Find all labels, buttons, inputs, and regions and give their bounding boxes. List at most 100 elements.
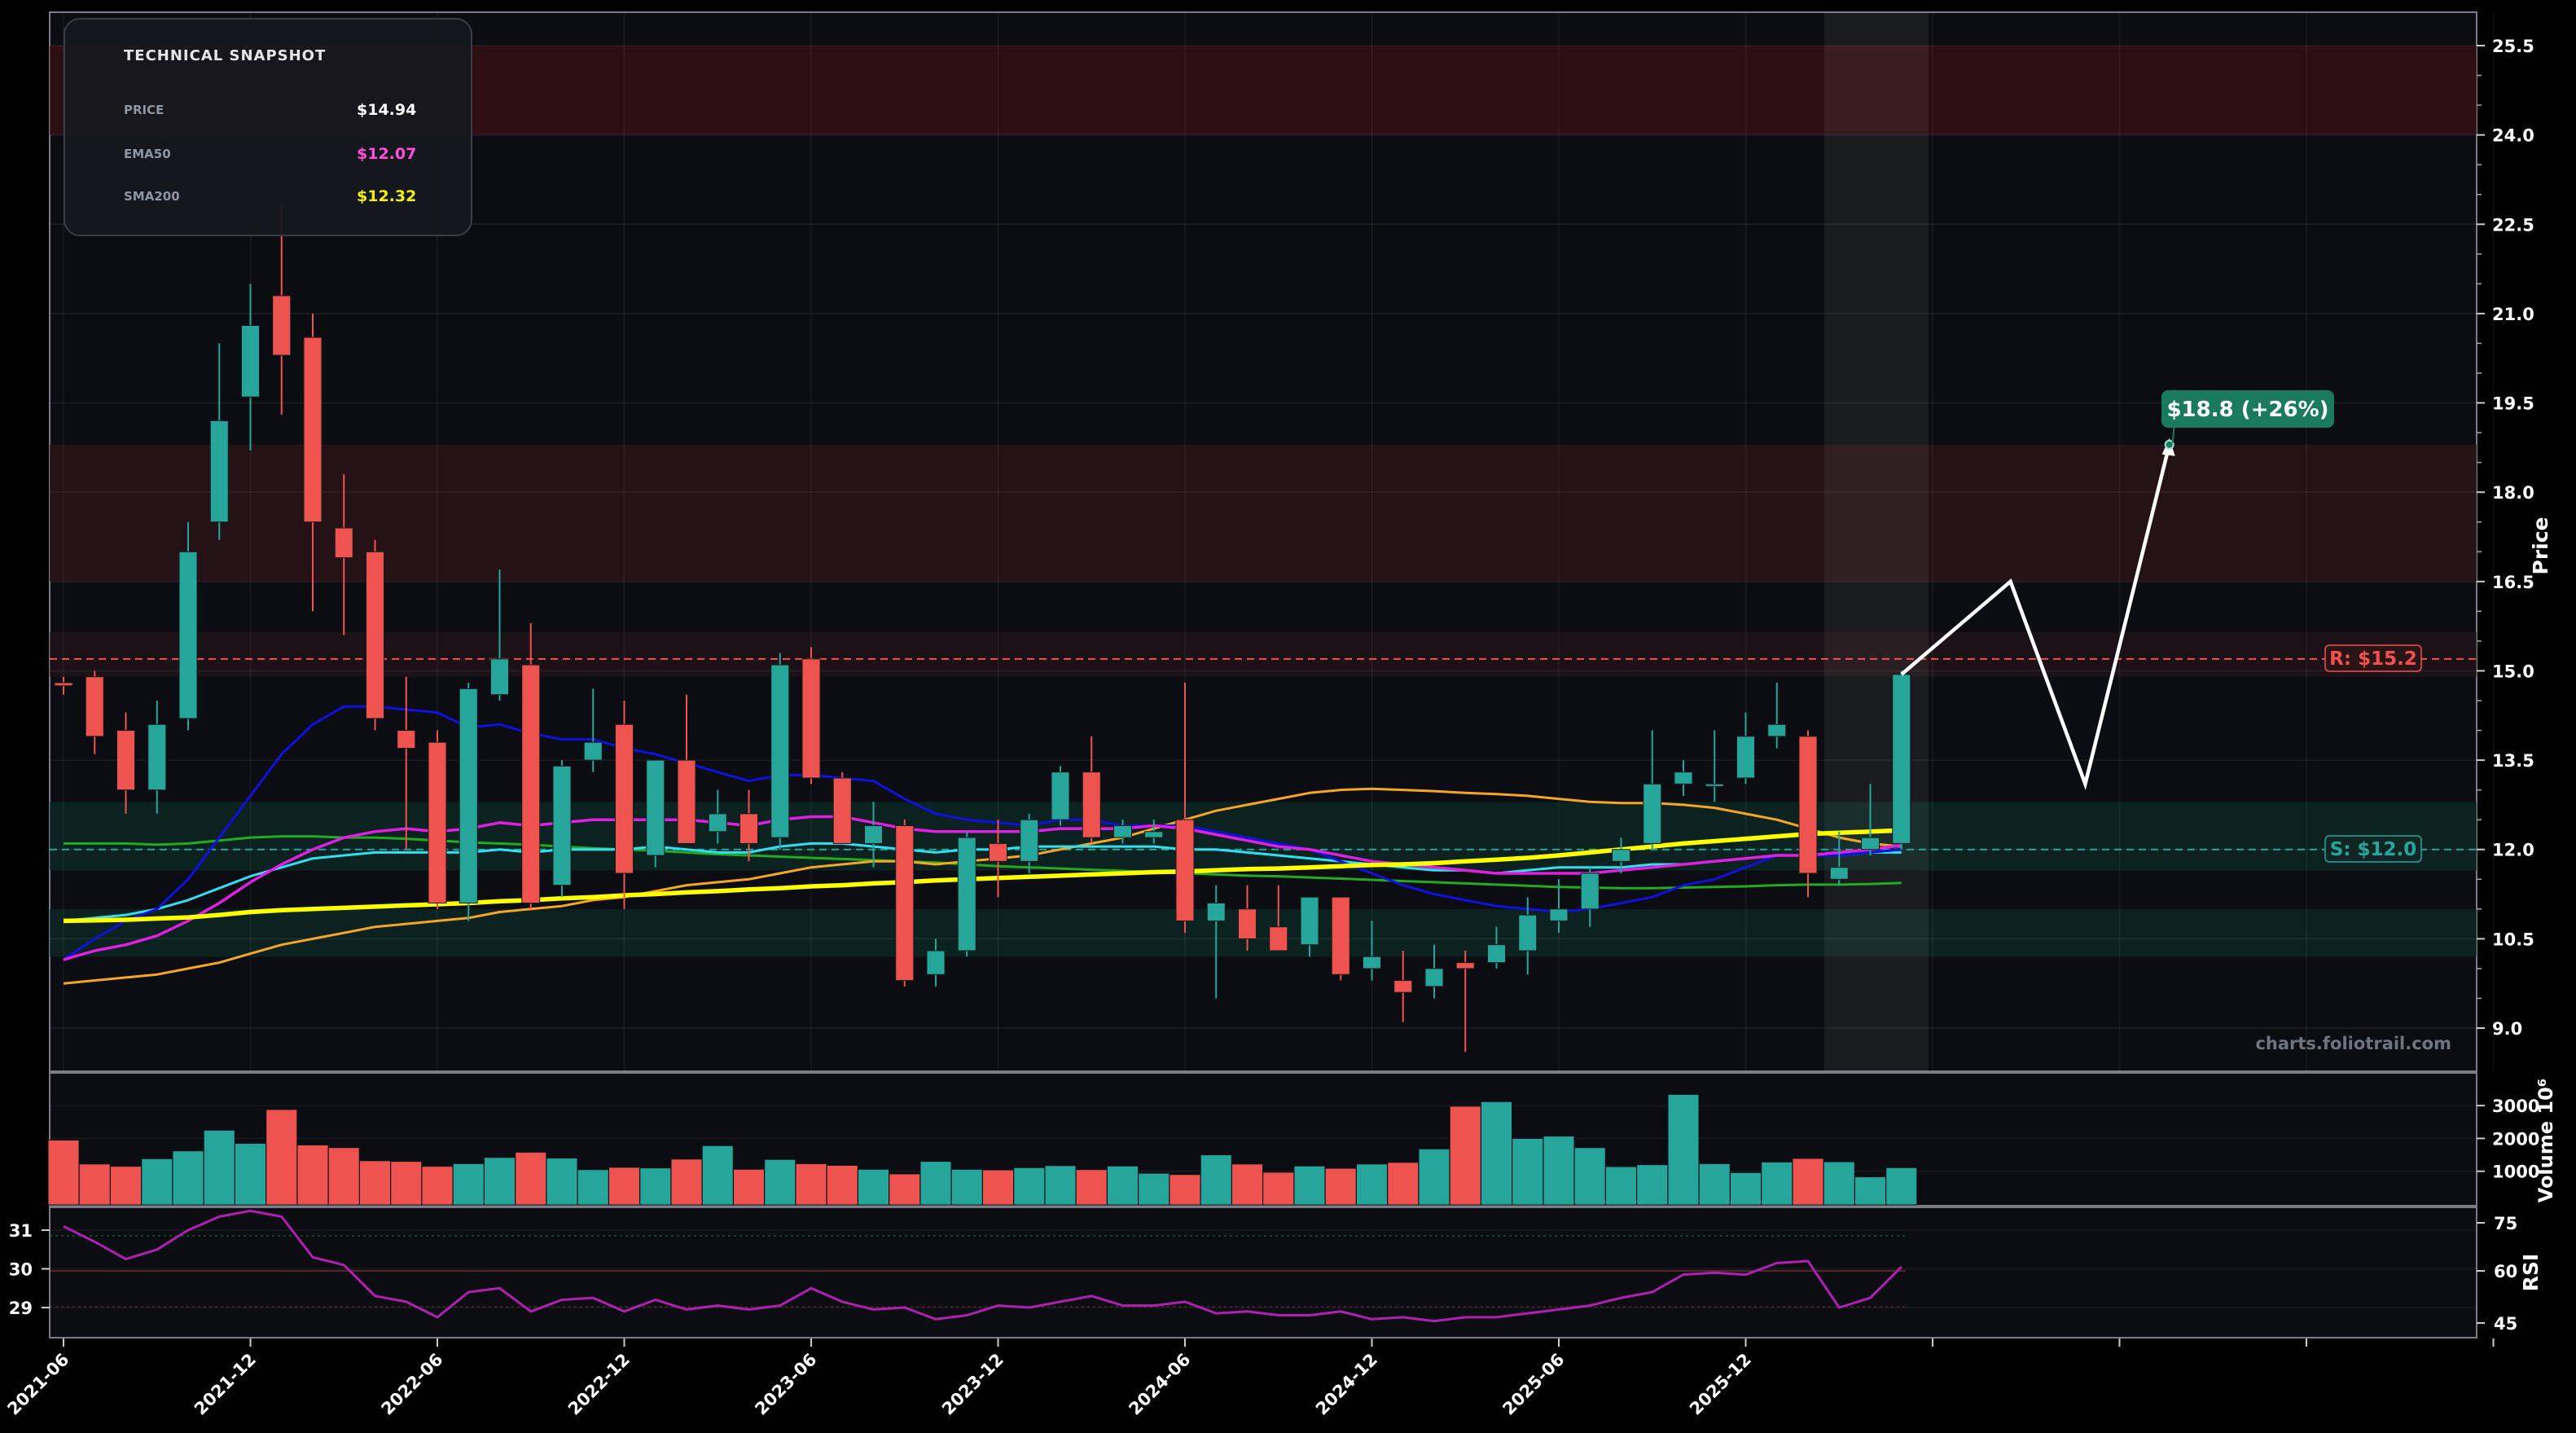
volume-bar [670, 1158, 703, 1206]
projection-path [1900, 421, 2175, 790]
candle-up [1643, 783, 1662, 844]
candle-down [989, 842, 1007, 862]
volume-bar [110, 1166, 142, 1206]
candle-down [615, 723, 634, 874]
volume-bar [919, 1161, 952, 1206]
volume-bar [1075, 1169, 1108, 1206]
volume-bar [1792, 1158, 1824, 1206]
rsi-left-tick-label: 29 [9, 1299, 33, 1318]
volume-bar [203, 1129, 235, 1206]
volume-bar [515, 1151, 547, 1206]
candle-up [1674, 771, 1693, 785]
rsi-axis-label: RSI [2519, 1254, 2543, 1292]
volume-bar [1481, 1101, 1512, 1206]
candle-down [677, 759, 696, 844]
rsi-panel-frame [49, 1207, 2477, 1338]
candle-up [1113, 824, 1132, 838]
volume-bar [484, 1157, 516, 1206]
volume-bar [608, 1167, 640, 1206]
volume-bar [47, 1139, 80, 1206]
snapshot-sma200-label: SMA200 [124, 189, 180, 204]
price-tick-label: 10.5 [2492, 930, 2534, 949]
demand-zone [50, 908, 2477, 957]
volume-bar [950, 1168, 983, 1206]
current-period-highlight [1824, 12, 1929, 1071]
candle-up [1829, 867, 1849, 880]
volume-bar [265, 1109, 298, 1206]
candle-down [54, 682, 73, 687]
candle-up [1144, 831, 1164, 838]
supply-zone [50, 444, 2477, 582]
price-zones [50, 46, 2477, 957]
candle-down [1269, 926, 1288, 952]
candle-up [708, 813, 727, 833]
candle-up [1767, 723, 1787, 737]
watermark: charts.foliotrail.com [2255, 1034, 2451, 1053]
ema-orange-line [63, 787, 1902, 985]
volume-bar [1293, 1165, 1326, 1206]
candle-up [583, 741, 603, 761]
ema-cyan-line [63, 842, 1902, 922]
price-levels [50, 657, 2477, 851]
candle-down [832, 777, 852, 844]
candle-down [85, 676, 104, 737]
volume-bar [982, 1169, 1014, 1206]
rsi-grid [50, 1229, 2477, 1308]
candle-up [770, 664, 790, 838]
support-badge-box [2324, 835, 2422, 863]
candle-up [1300, 896, 1319, 946]
volume-bar [1013, 1167, 1046, 1206]
demand-zone [50, 802, 2477, 871]
candle-up [552, 765, 572, 886]
price-tick-label: 16.5 [2492, 573, 2534, 592]
volume-bar [1512, 1137, 1544, 1206]
volume-bar [78, 1163, 111, 1206]
projection-line [1900, 444, 2171, 790]
volume-bar [1231, 1163, 1263, 1206]
rsi-axis: 29 30 31 45 60 75 [9, 1214, 2517, 1334]
volume-bar [858, 1168, 889, 1206]
candle-up [1861, 837, 1880, 851]
candle-up [1487, 944, 1506, 964]
volume-panel: 1000 2000 3000 Volume 10⁶ [47, 1072, 2557, 1207]
candle-up [241, 325, 260, 398]
rsi-right-tick-label: 60 [2494, 1262, 2517, 1281]
candle-down [1331, 896, 1350, 975]
volume-bar [1761, 1161, 1793, 1206]
target-marker [2164, 439, 2174, 450]
candle-down [303, 336, 323, 523]
support-badge: S: $12.0 [2324, 835, 2422, 863]
volume-bar [1698, 1163, 1731, 1206]
volume-bar [701, 1145, 734, 1206]
candle-down [272, 295, 292, 356]
volume-bar [1449, 1106, 1481, 1206]
price-tick-label: 9.0 [2492, 1019, 2522, 1039]
volume-bar [1730, 1171, 1762, 1206]
candle-up [1518, 914, 1538, 952]
candle-down [116, 730, 135, 791]
candle-down [428, 741, 447, 904]
snapshot-ema50-label: EMA50 [124, 147, 171, 161]
volume-bar [889, 1173, 921, 1206]
price-tick-label: 13.5 [2492, 751, 2534, 771]
volume-bar [826, 1164, 858, 1206]
price-tick-label: 19.5 [2492, 394, 2534, 414]
volume-bar [296, 1144, 329, 1206]
volume-bar [546, 1158, 578, 1206]
candle-up [1549, 908, 1569, 921]
candle-up [1736, 736, 1755, 779]
price-tick-label: 22.5 [2492, 215, 2534, 235]
candle-down [1082, 771, 1101, 838]
candle-up [147, 723, 167, 791]
candle-up [1580, 873, 1600, 910]
volume-bar [1667, 1093, 1700, 1206]
price-grid [50, 12, 2495, 1071]
snapshot-ema50-value: $12.07 [357, 145, 417, 163]
snapshot-price-value: $14.94 [357, 101, 417, 119]
rsi-right-tick-label: 75 [2494, 1214, 2517, 1233]
sma200-yellow-line [63, 828, 1902, 924]
rsi-left-tick-label: 31 [9, 1221, 33, 1241]
candle-up [1892, 674, 1911, 844]
candle-up [1020, 819, 1039, 862]
candle-down [366, 551, 384, 719]
